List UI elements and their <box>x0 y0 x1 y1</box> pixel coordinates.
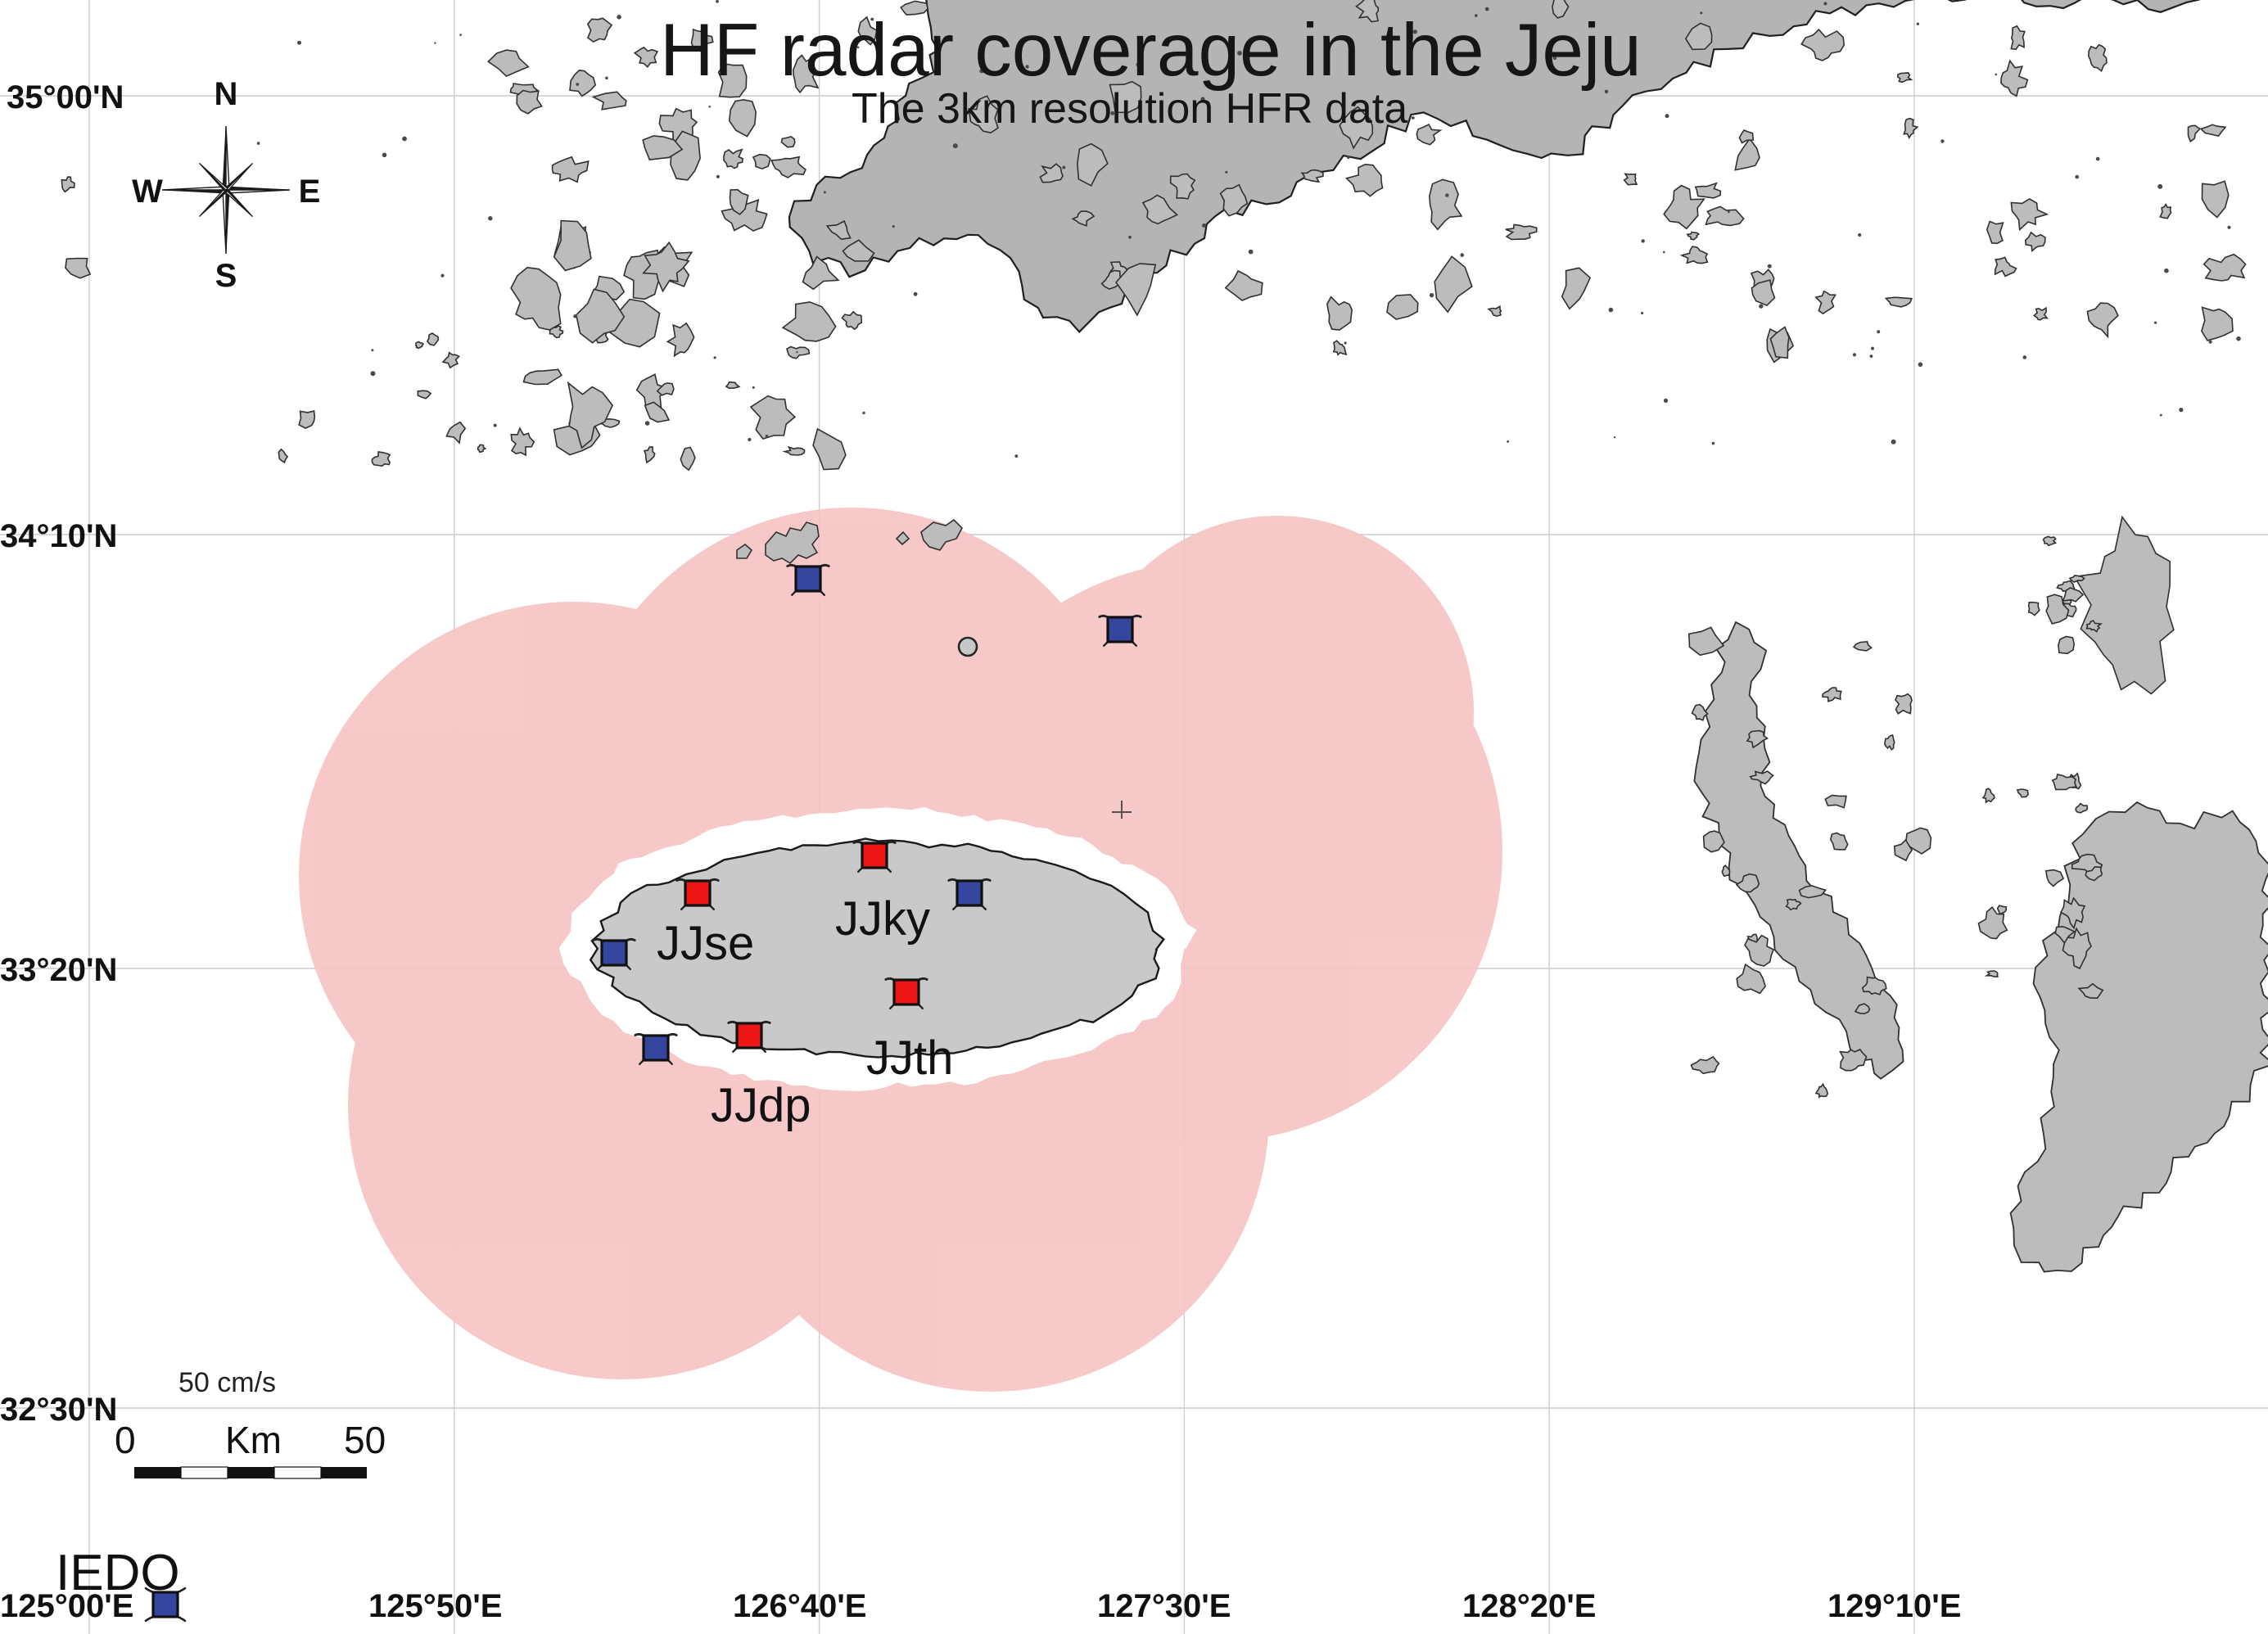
svg-text:128°20'E: 128°20'E <box>1462 1588 1596 1624</box>
svg-text:50: 50 <box>344 1419 386 1461</box>
svg-text:JJth: JJth <box>866 1031 953 1085</box>
svg-text:W: W <box>132 174 163 210</box>
svg-text:N: N <box>215 76 238 112</box>
svg-text:35°00'N: 35°00'N <box>7 79 124 115</box>
svg-text:125°50'E: 125°50'E <box>368 1588 502 1624</box>
svg-text:129°10'E: 129°10'E <box>1828 1588 1961 1624</box>
svg-text:50 cm/s: 50 cm/s <box>178 1367 276 1398</box>
svg-text:126°40'E: 126°40'E <box>733 1588 866 1624</box>
svg-text:The 3km resolution HFR data: The 3km resolution HFR data <box>852 85 1407 133</box>
svg-text:E: E <box>299 174 321 210</box>
svg-text:Km: Km <box>225 1419 282 1461</box>
svg-text:JJse: JJse <box>657 917 754 970</box>
svg-text:JJdp: JJdp <box>711 1079 811 1132</box>
svg-text:S: S <box>215 258 237 294</box>
svg-text:34°10'N: 34°10'N <box>0 518 117 554</box>
svg-text:32°30'N: 32°30'N <box>0 1392 117 1428</box>
svg-text:33°20'N: 33°20'N <box>0 952 117 988</box>
svg-text:0: 0 <box>115 1419 136 1461</box>
svg-text:127°30'E: 127°30'E <box>1097 1588 1231 1624</box>
svg-text:JJky: JJky <box>835 892 930 946</box>
svg-text:HF radar coverage in the Jeju: HF radar coverage in the Jeju <box>660 9 1642 92</box>
